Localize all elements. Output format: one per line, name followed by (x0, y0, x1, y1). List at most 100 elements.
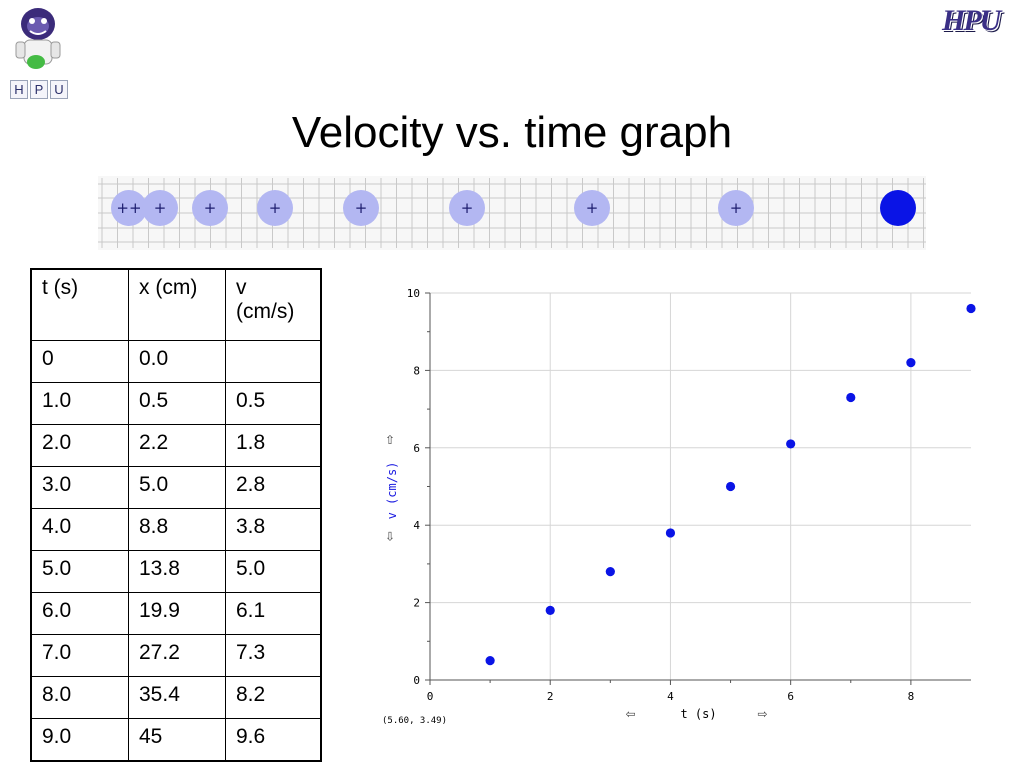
page-title: Velocity vs. time graph (291, 108, 733, 157)
cell-x: 35.4 (128, 676, 226, 719)
cell-v (225, 340, 322, 383)
cell-x: 45 (128, 718, 226, 762)
data-point (725, 481, 736, 492)
table-row: 9.0 45 9.6 (30, 718, 322, 762)
x-tick-label: 4 (667, 690, 674, 703)
data-point (846, 392, 856, 403)
cell-v: 8.2 (225, 676, 322, 719)
strip-ghost-marker: + (586, 199, 599, 217)
motion-diagram-strip: ++ + + + + + + + (98, 176, 926, 250)
data-point (786, 439, 796, 449)
data-point (665, 528, 676, 538)
cell-t: 7.0 (30, 634, 129, 677)
cell-t: 8.0 (30, 676, 129, 719)
table-row: 4.0 8.8 3.8 (30, 508, 322, 551)
table-row: 3.0 5.0 2.8 (30, 466, 322, 509)
cell-t: 2.0 (30, 424, 129, 467)
data-point (605, 567, 615, 577)
strip-grid (98, 176, 926, 250)
chart-labels: t (s) ⇦ ⇨ v (cm/s) ⇧ ⇩ (5.60, 3.49) (382, 433, 768, 726)
cell-x: 0.5 (128, 382, 226, 425)
strip-ghost-ball: + (257, 190, 293, 226)
cell-x: 13.8 (128, 550, 226, 593)
cell-x: 5.0 (128, 466, 226, 509)
strip-current-ball (880, 190, 916, 226)
strip-ghost-ball: + (343, 190, 379, 226)
y-tick-label: 6 (413, 442, 420, 455)
data-point (485, 656, 495, 666)
y-tick-label: 2 (413, 597, 420, 610)
logo-letter-h: H (10, 80, 28, 99)
strip-ghost-ball: + (192, 190, 228, 226)
cell-t: 1.0 (30, 382, 129, 425)
strip-ghost-marker: + (730, 199, 743, 217)
cell-t: 9.0 (30, 718, 129, 762)
x-axis-label: t (s) (680, 707, 716, 721)
strip-ghost-marker: + (355, 199, 368, 217)
strip-ghost-marker: + (154, 199, 167, 217)
column-header-t: t (s) (30, 268, 129, 341)
cursor-coordinate-readout: (5.60, 3.49) (382, 716, 447, 725)
strip-ghost-ball: + (449, 190, 485, 226)
cell-t: 6.0 (30, 592, 129, 635)
cell-t: 3.0 (30, 466, 129, 509)
cell-v: 6.1 (225, 592, 322, 635)
data-point (906, 358, 916, 368)
panther-mascot-icon (15, 8, 61, 69)
cell-x: 8.8 (128, 508, 226, 551)
y-tick-label: 10 (407, 287, 420, 300)
y-tick-label: 4 (413, 519, 420, 532)
table-header-row: t (s) x (cm) v (cm/s) (30, 268, 322, 341)
logo-letter-p: P (30, 80, 48, 99)
table-row: 1.0 0.5 0.5 (30, 382, 322, 425)
hpu-wordmark-logo: HPU (942, 4, 1001, 37)
x-axis-right-arrow-icon[interactable]: ⇨ (757, 707, 767, 721)
chart-points (485, 303, 976, 666)
strip-ghost-ball: ++ (111, 190, 147, 226)
cell-v: 1.8 (225, 424, 322, 467)
y-axis-label: v (cm/s) (385, 462, 399, 520)
cell-t: 5.0 (30, 550, 129, 593)
table-row: 6.0 19.9 6.1 (30, 592, 322, 635)
cell-v: 3.8 (225, 508, 322, 551)
strip-ghost-marker: + (204, 199, 217, 217)
y-axis-down-arrow-icon[interactable]: ⇩ (385, 530, 395, 544)
strip-ghost-ball: + (142, 190, 178, 226)
strip-ghost-marker: ++ (116, 199, 141, 217)
cell-v: 7.3 (225, 634, 322, 677)
strip-ghost-marker: + (269, 199, 282, 217)
table-row: 5.0 13.8 5.0 (30, 550, 322, 593)
hpu-mascot-logo: H P U (4, 2, 72, 99)
logo-letter-u: U (50, 80, 68, 99)
cell-v: 5.0 (225, 550, 322, 593)
cell-x: 0.0 (128, 340, 226, 383)
chart-background (378, 283, 976, 725)
strip-ghost-marker: + (461, 199, 474, 217)
x-axis-left-arrow-icon[interactable]: ⇦ (625, 707, 635, 721)
chart-ticks: 0 2 4 6 8 0 2 4 6 8 10 (407, 287, 914, 703)
cell-v: 9.6 (225, 718, 322, 762)
column-header-v: v (cm/s) (225, 268, 322, 341)
cell-v: 2.8 (225, 466, 322, 509)
cell-v: 0.5 (225, 382, 322, 425)
velocity-chart-panel: 0 2 4 6 8 0 2 4 6 8 10 t (s) ⇦ ⇨ v (cm/s) ⇧ ⇩ (5.60, 3.4… (378, 283, 976, 726)
x-tick-label: 6 (787, 690, 794, 703)
x-tick-label: 2 (547, 690, 554, 703)
cell-x: 19.9 (128, 592, 226, 635)
y-axis-up-arrow-icon[interactable]: ⇧ (385, 433, 395, 447)
strip-ghost-ball: + (574, 190, 610, 226)
cell-t: 4.0 (30, 508, 129, 551)
table-row: 8.0 35.4 8.2 (30, 676, 322, 719)
table-row: 2.0 2.2 1.8 (30, 424, 322, 467)
cell-t: 0 (30, 340, 129, 383)
data-table: t (s) x (cm) v (cm/s) 0 0.0 1.0 0.5 0.5 2.0 2.… (30, 268, 322, 762)
data-point (545, 605, 555, 615)
hpu-letter-tiles: H P U (10, 80, 68, 99)
cell-x: 27.2 (128, 634, 226, 677)
strip-ghost-ball: + (718, 190, 754, 226)
chart-grid (430, 292, 971, 680)
y-tick-label: 0 (413, 674, 420, 687)
table-row: 0 0.0 (30, 340, 322, 383)
x-tick-label: 0 (427, 690, 434, 703)
y-tick-label: 8 (413, 364, 420, 377)
